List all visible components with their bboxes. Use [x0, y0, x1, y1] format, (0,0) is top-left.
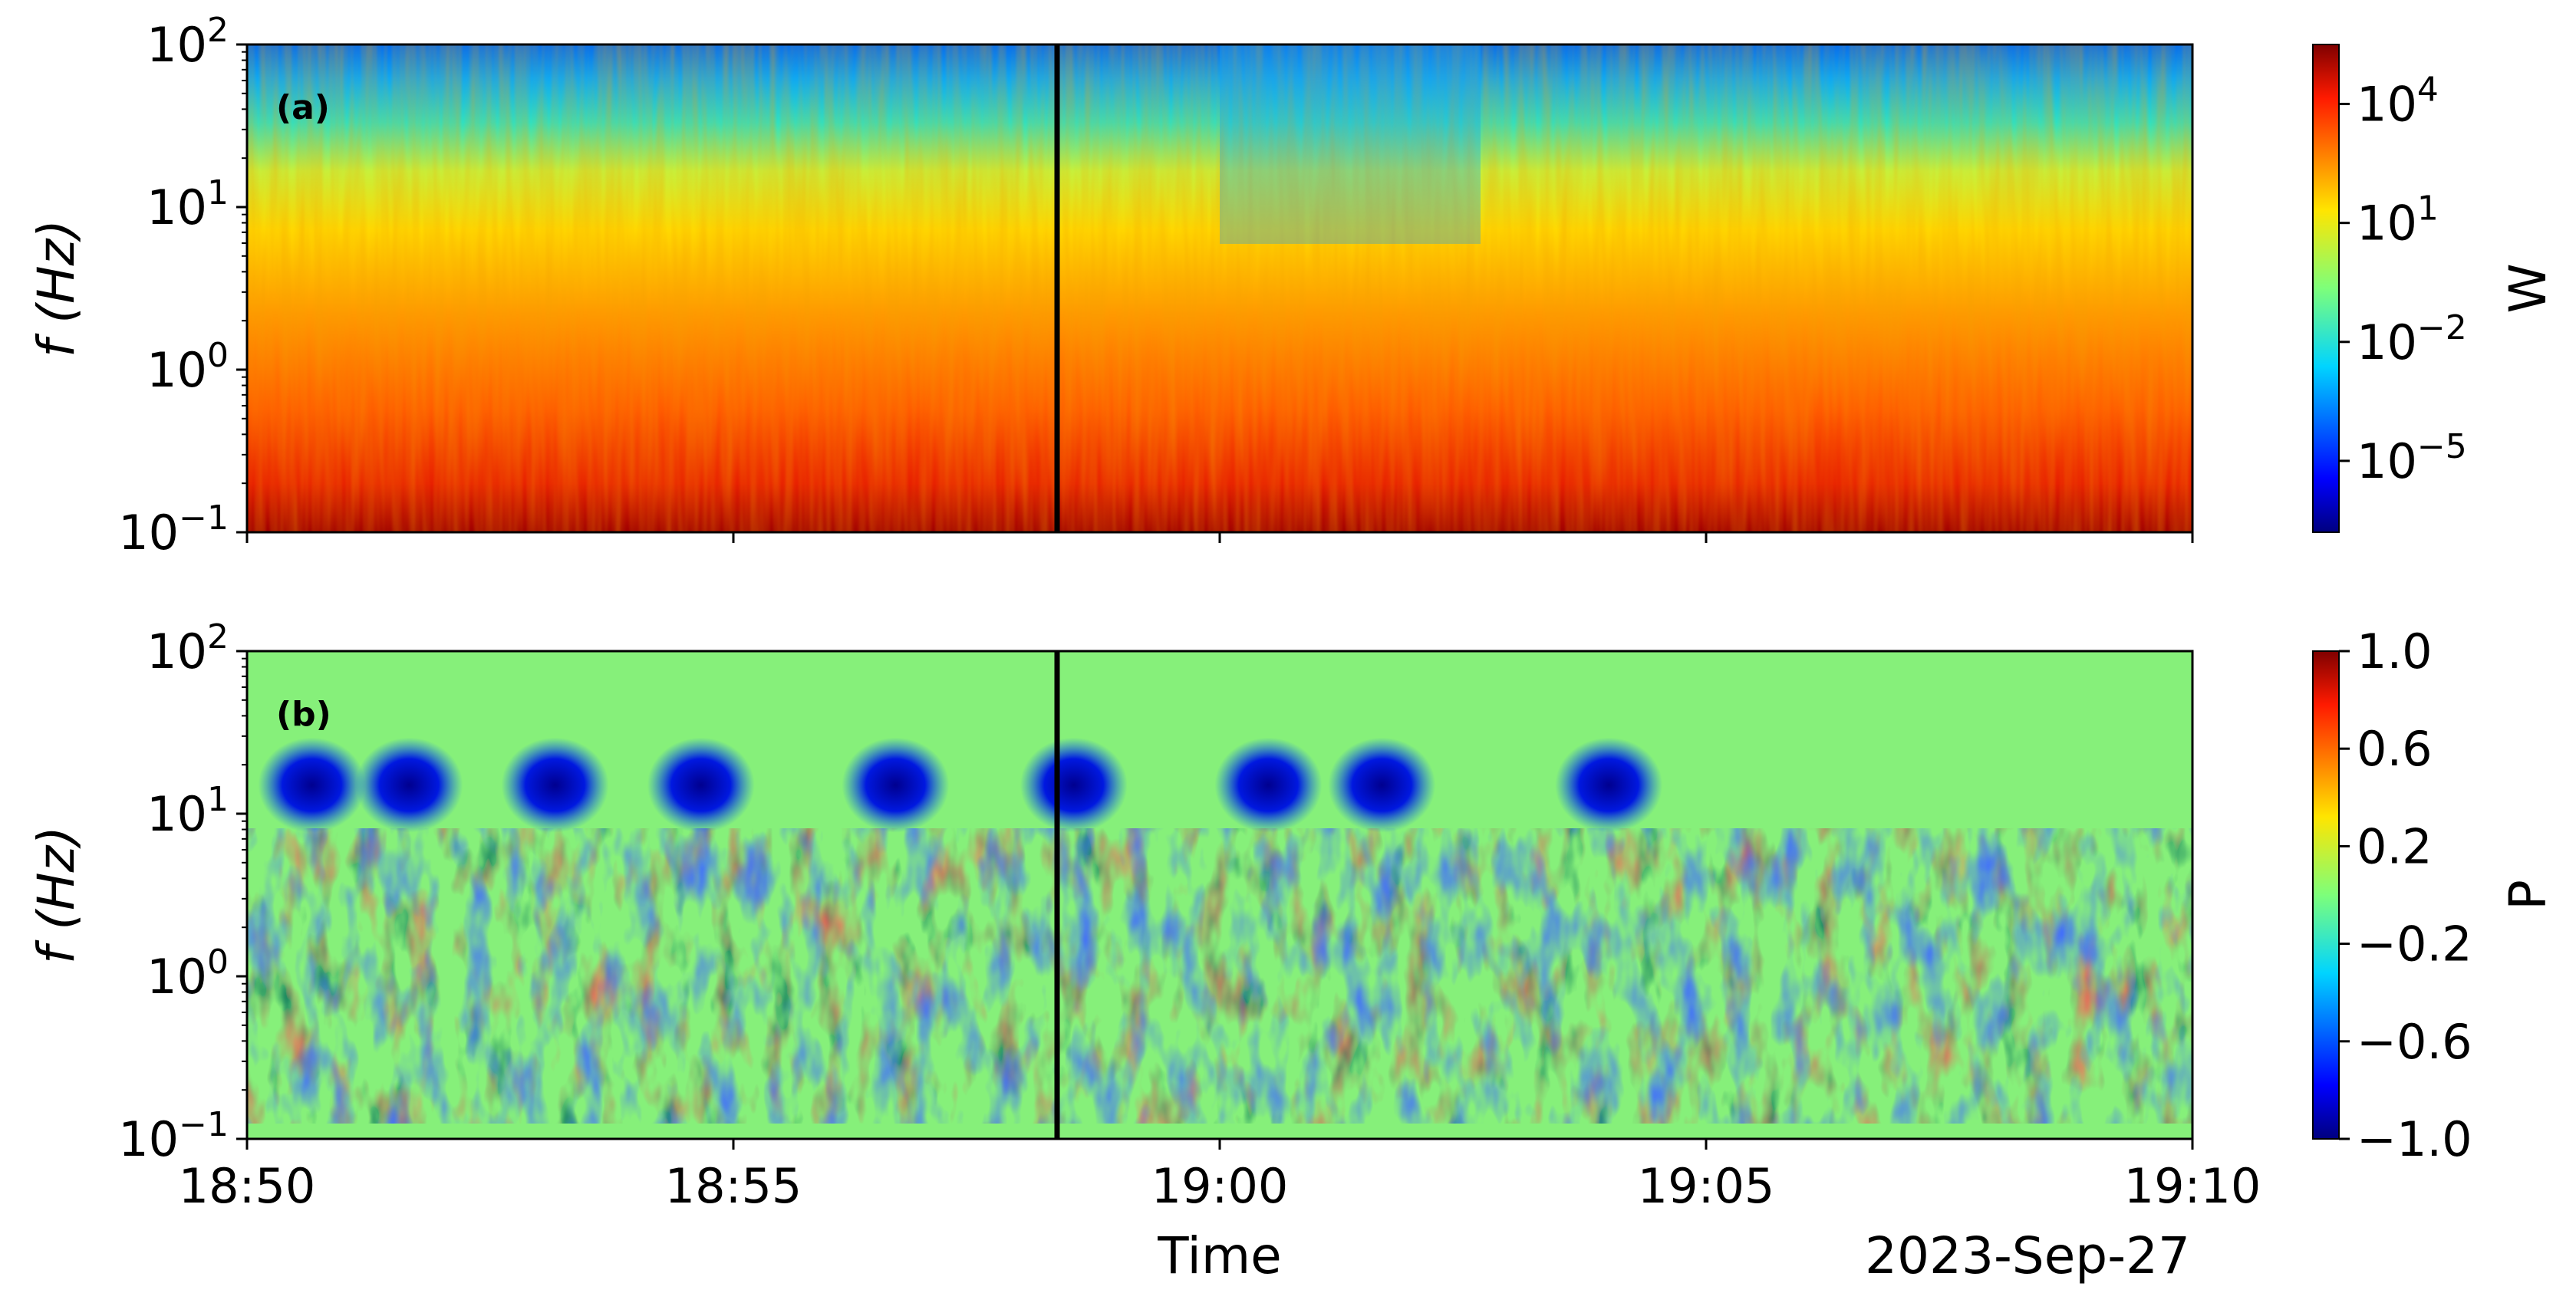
blue-patch [1214, 737, 1323, 833]
x-tick-label: 18:50 [179, 1158, 316, 1214]
blue-patch [842, 737, 950, 833]
panel-a-quiet-interval [1220, 44, 1481, 244]
x-tick-label: 19:10 [2124, 1158, 2261, 1214]
colorbar-b-tick-label: −0.6 [2357, 1014, 2472, 1070]
x-tick-label: 19:00 [1151, 1158, 1289, 1214]
colorbar-b-tick-label: 1.0 [2357, 624, 2433, 679]
colorbar-b-bar [2312, 650, 2340, 1140]
x-tick-label: 18:55 [665, 1158, 802, 1214]
blue-patch [1328, 737, 1436, 833]
x-axis-date: 2023-Sep-27 [1865, 1226, 2190, 1285]
colorbar-a: 104 101 10−2 10−5 W [2312, 44, 2558, 533]
colorbar-b-tick-label: −1.0 [2357, 1111, 2472, 1167]
y-tick-label: 102 [147, 11, 229, 73]
colorbar-a-bar [2312, 44, 2340, 533]
colorbar-a-tick-label: 104 [2357, 71, 2439, 133]
colorbar-b-tick-label: 0.2 [2357, 818, 2433, 874]
y-tick-label: 10−1 [118, 498, 229, 561]
blue-patch [1555, 737, 1663, 833]
panel-b-texture-cool [247, 828, 2192, 1124]
colorbar-a-label: W [2499, 263, 2558, 313]
panel-b-blue-patches [258, 737, 1663, 833]
colorbar-b-label: P [2499, 880, 2558, 910]
panel-b-low-band [247, 1124, 2192, 1139]
colorbar-b: 1.0 0.6 0.2 −0.2 −0.6 −1.0 P [2312, 624, 2558, 1167]
colorbar-a-ticks: 104 101 10−2 10−5 [2339, 71, 2467, 489]
blue-patch [258, 737, 366, 833]
y-tick-label: 101 [147, 173, 229, 235]
x-tick-label: 19:05 [1638, 1158, 1775, 1214]
colorbar-b-tick-label: 0.6 [2357, 721, 2433, 777]
blue-patch [1020, 737, 1128, 833]
y-tick-label: 100 [147, 943, 229, 1005]
panel-b-ylabel: f (Hz) [27, 826, 86, 964]
panel-b: (b) 102 101 100 10−1 f (Hz) [27, 617, 2194, 1167]
panel-a-tag: (a) [276, 88, 330, 127]
panel-a-ticks: 102 101 100 10−1 [118, 11, 247, 561]
panel-a-texture [247, 44, 2192, 532]
y-tick-label: 10−1 [118, 1105, 229, 1167]
panel-a: (a) 102 101 100 10−1 f (Hz) [27, 11, 2194, 561]
colorbar-a-tick-label: 10−5 [2357, 427, 2467, 489]
panel-b-ticks: 102 101 100 10−1 [118, 617, 247, 1167]
blue-patch [647, 737, 755, 833]
x-axis-ticks: 18:50 18:55 19:00 19:05 19:10 [179, 532, 2261, 1214]
blue-patch [355, 737, 463, 833]
y-tick-label: 100 [147, 336, 229, 398]
blue-patch [501, 737, 609, 833]
panel-a-ylabel: f (Hz) [27, 219, 86, 357]
colorbar-b-ticks: 1.0 0.6 0.2 −0.2 −0.6 −1.0 [2339, 624, 2472, 1167]
y-tick-label: 102 [147, 617, 229, 679]
x-axis-label: Time [1157, 1226, 1282, 1285]
panel-b-tag: (b) [276, 695, 331, 734]
y-tick-label: 101 [147, 780, 229, 842]
colorbar-b-tick-label: −0.2 [2357, 916, 2472, 972]
colorbar-a-tick-label: 10−2 [2357, 308, 2467, 370]
colorbar-a-tick-label: 101 [2357, 189, 2439, 252]
